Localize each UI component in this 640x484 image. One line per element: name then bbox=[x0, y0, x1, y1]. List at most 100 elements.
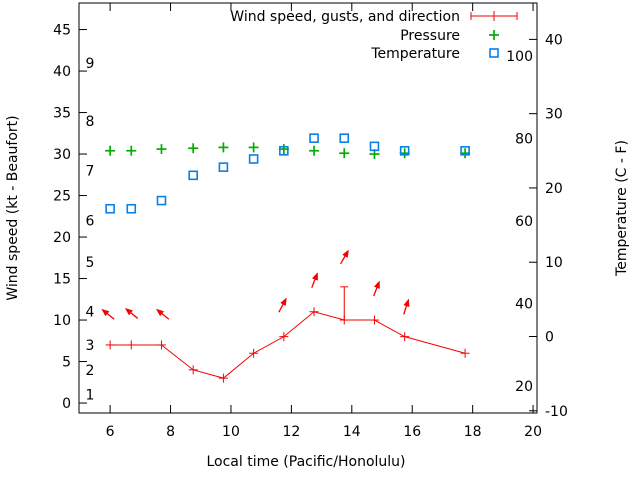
right-tick-label: 30 bbox=[545, 107, 563, 123]
temperature-point bbox=[126, 203, 137, 214]
pressure-series bbox=[105, 142, 471, 160]
left-tick-label: 45 bbox=[53, 23, 71, 39]
left-tick-label: 35 bbox=[53, 106, 71, 122]
beaufort-label: 4 bbox=[86, 305, 95, 321]
beaufort-label: 5 bbox=[86, 255, 95, 271]
temperature-point bbox=[218, 162, 229, 172]
x-axis-title: Local time (Pacific/Honolulu) bbox=[206, 454, 405, 470]
wind-point bbox=[156, 340, 166, 350]
left-tick-label: 15 bbox=[53, 272, 71, 288]
x-tick-label: 16 bbox=[403, 424, 421, 440]
fahrenheit-label: 40 bbox=[515, 296, 533, 312]
x-axis: 6 8 10 12 14 16 18 20 Local time (Pacific/Honolu… bbox=[106, 3, 542, 470]
right-tick-label: 0 bbox=[545, 329, 554, 345]
x-tick-label: 6 bbox=[106, 424, 115, 440]
left-axis-title: Wind speed (kt - Beaufort) bbox=[5, 115, 21, 300]
wind-point bbox=[218, 373, 228, 383]
temperature-point bbox=[309, 133, 319, 143]
temperature-series bbox=[105, 133, 470, 214]
pressure-point bbox=[309, 145, 320, 156]
wind-direction-arrow-icon bbox=[155, 308, 170, 320]
x-tick-label: 8 bbox=[166, 424, 175, 440]
wind-point bbox=[309, 307, 319, 317]
arrow-head bbox=[280, 297, 287, 306]
arrow-head bbox=[403, 298, 410, 308]
pressure-point bbox=[248, 142, 259, 153]
gust-errorbar bbox=[340, 286, 349, 321]
pressure-point bbox=[218, 142, 229, 153]
arrow-head bbox=[373, 280, 380, 289]
fahrenheit-label: 80 bbox=[515, 131, 533, 147]
left-tick-label: 25 bbox=[53, 189, 71, 205]
left-tick-label: 40 bbox=[53, 64, 71, 80]
arrow-head bbox=[101, 308, 110, 317]
wind-direction-arrow-icon bbox=[311, 272, 318, 288]
wind-point bbox=[249, 348, 259, 358]
x-tick-label: 10 bbox=[222, 424, 240, 440]
legend-plus bbox=[489, 11, 499, 21]
wind-direction-arrow-icon bbox=[403, 298, 410, 315]
legend: Wind speed, gusts, and direction Pressure… bbox=[230, 9, 518, 62]
wind-direction-arrow-icon bbox=[339, 249, 349, 265]
temperature-point bbox=[156, 195, 167, 206]
legend-sample-temperature bbox=[489, 48, 499, 58]
left-tick-label: 30 bbox=[53, 147, 71, 163]
legend-label: Temperature bbox=[370, 46, 460, 62]
arrow-head bbox=[124, 307, 133, 316]
right-tick-label: 40 bbox=[545, 32, 563, 48]
right-tick-label: 20 bbox=[545, 181, 563, 197]
beaufort-label: 1 bbox=[86, 388, 95, 404]
pressure-point bbox=[156, 144, 167, 155]
legend-sample-pressure bbox=[489, 30, 499, 40]
pressure-point bbox=[339, 148, 350, 159]
beaufort-label: 8 bbox=[86, 114, 95, 130]
temperature-point bbox=[369, 141, 380, 152]
x-tick-label: 20 bbox=[524, 424, 542, 440]
legend-sample-wind bbox=[470, 11, 518, 21]
pressure-point bbox=[126, 145, 137, 156]
temperature-point bbox=[339, 133, 350, 143]
wind-point bbox=[279, 332, 289, 342]
wind-point bbox=[105, 340, 115, 350]
wind-point bbox=[126, 340, 136, 350]
wind-series bbox=[105, 286, 470, 383]
right-tick-label: 10 bbox=[545, 255, 563, 271]
wind-point bbox=[188, 365, 198, 375]
wind-direction-arrows bbox=[101, 249, 410, 320]
beaufort-label: 3 bbox=[86, 338, 95, 354]
wind-line bbox=[110, 311, 466, 379]
fahrenheit-label: 20 bbox=[515, 379, 533, 395]
pressure-point bbox=[105, 145, 116, 156]
beaufort-label: 9 bbox=[86, 56, 95, 72]
wind-point bbox=[400, 332, 410, 342]
arrow-head bbox=[155, 308, 165, 317]
beaufort-label: 2 bbox=[86, 363, 95, 379]
plot-border bbox=[78, 2, 538, 414]
pressure-point bbox=[188, 143, 199, 154]
beaufort-label: 7 bbox=[86, 164, 95, 180]
left-tick-label: 5 bbox=[62, 355, 71, 371]
arrow-head bbox=[342, 249, 349, 258]
wind-direction-arrow-icon bbox=[278, 297, 287, 313]
temperature-point bbox=[248, 154, 259, 164]
fahrenheit-label: 100 bbox=[506, 49, 533, 65]
right-tick-label: -10 bbox=[545, 404, 568, 420]
right-axis: -10 0 10 20 30 40 20 40 60 80 100 Temperature (C - … bbox=[506, 32, 630, 419]
wind-direction-arrow-icon bbox=[101, 308, 115, 320]
arrow-head bbox=[311, 272, 318, 281]
beaufort-label: 6 bbox=[86, 213, 95, 229]
temperature-point bbox=[105, 203, 115, 214]
temperature-point bbox=[279, 146, 289, 156]
x-tick-label: 12 bbox=[282, 424, 300, 440]
x-tick-label: 14 bbox=[343, 424, 361, 440]
left-tick-label: 0 bbox=[62, 396, 71, 412]
legend-label: Wind speed, gusts, and direction bbox=[230, 9, 460, 25]
wind-direction-arrow-icon bbox=[373, 280, 380, 297]
x-tick-label: 18 bbox=[464, 424, 482, 440]
temperature-point bbox=[188, 170, 198, 181]
left-tick-label: 10 bbox=[53, 313, 71, 329]
legend-label: Pressure bbox=[400, 28, 460, 44]
